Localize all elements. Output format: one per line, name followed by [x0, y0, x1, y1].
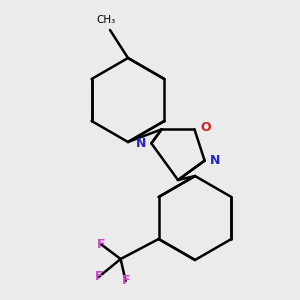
Text: F: F — [94, 271, 103, 284]
Text: N: N — [210, 154, 220, 167]
Text: O: O — [200, 121, 211, 134]
Text: F: F — [122, 274, 130, 287]
Text: F: F — [96, 238, 105, 250]
Text: N: N — [136, 137, 146, 150]
Text: CH₃: CH₃ — [96, 15, 116, 25]
